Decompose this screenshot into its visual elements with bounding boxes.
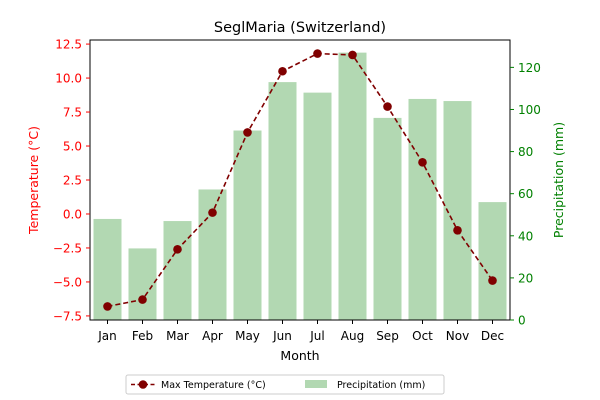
y-right-tick-label: 100 <box>518 103 541 117</box>
legend-item-precipitation: Precipitation (mm) <box>337 380 425 391</box>
y-axis-right-label: Precipitation (mm) <box>551 122 566 238</box>
temperature-point <box>313 49 322 58</box>
x-tick-label: Apr <box>202 329 223 343</box>
y-left-tick-label: 2.5 <box>63 174 82 188</box>
legend-frame <box>125 374 445 395</box>
y-left-tick-label: −5.0 <box>53 275 82 289</box>
y-right-tick-label: 20 <box>518 271 533 285</box>
y-right-tick-label: 60 <box>518 187 533 201</box>
y-right-tick-label: 0 <box>518 314 526 328</box>
temperature-point <box>138 295 147 304</box>
y-left-tick-label: 10.0 <box>55 72 82 86</box>
legend-item-temperature: Max Temperature (°C) <box>161 380 266 391</box>
y-left-tick-label: −2.5 <box>53 241 82 255</box>
temperature-point <box>208 208 217 217</box>
precipitation-bar <box>478 202 507 320</box>
temperature-point <box>453 225 462 235</box>
y-right-tick-label: 80 <box>518 145 533 159</box>
precipitation-bar <box>338 52 367 320</box>
temperature-point <box>243 128 252 137</box>
x-tick-label: Sep <box>376 329 399 343</box>
x-tick-label: Dec <box>481 329 504 343</box>
temperature-point <box>383 102 392 111</box>
y-left-tick-label: 5.0 <box>63 140 82 154</box>
temperature-point <box>173 245 182 254</box>
precipitation-bar <box>408 98 437 321</box>
legend-line-marker <box>138 380 148 389</box>
x-tick-label: Jun <box>272 329 292 343</box>
x-tick-label: Feb <box>132 329 153 343</box>
chart-title: SeglMaria (Switzerland) <box>214 20 386 36</box>
precipitation-bar <box>303 92 332 320</box>
x-tick-label: Jan <box>97 329 117 343</box>
temperature-point <box>278 66 287 76</box>
x-tick-label: Oct <box>412 329 433 343</box>
y-axis-left: −7.5 −5.0 −2.5 0.0 2.5 5.0 7.5 10.0 12.5 <box>53 38 90 323</box>
y-left-tick-label: 12.5 <box>55 38 82 52</box>
y-left-tick-label: −7.5 <box>53 309 82 323</box>
y-right-tick-label: 120 <box>518 61 541 75</box>
precipitation-bar <box>373 117 402 320</box>
legend: Max Temperature (°C) Precipitation (mm) <box>125 374 445 395</box>
bars-layer <box>93 52 507 321</box>
legend-bar-swatch <box>305 380 327 388</box>
precipitation-bar <box>268 82 297 321</box>
x-tick-label: Jul <box>309 329 324 343</box>
y-left-tick-label: 7.5 <box>63 106 82 120</box>
precipitation-bar <box>128 248 157 320</box>
x-tick-label: Aug <box>341 329 364 343</box>
precipitation-bar <box>163 221 192 320</box>
temperature-point <box>488 276 497 285</box>
temperature-point <box>418 158 427 167</box>
y-left-tick-label: 0.0 <box>63 207 82 221</box>
temperature-point <box>103 302 112 311</box>
y-axis-right: 0 20 40 60 80 100 120 <box>510 61 541 328</box>
x-tick-label: Nov <box>446 329 469 343</box>
y-axis-left-label: Temperature (°C) <box>26 126 41 235</box>
temperature-line <box>107 52 494 308</box>
x-axis: Jan Feb Mar Apr May Jun Jul Aug Sep Oct Nov Dec <box>97 320 504 343</box>
temperature-point <box>348 50 357 60</box>
x-tick-label: May <box>235 329 260 343</box>
x-axis-label: Month <box>280 348 319 363</box>
precipitation-bar <box>233 130 262 320</box>
line-layer <box>103 49 497 311</box>
y-right-tick-label: 40 <box>518 229 533 243</box>
x-tick-label: Mar <box>166 329 189 343</box>
